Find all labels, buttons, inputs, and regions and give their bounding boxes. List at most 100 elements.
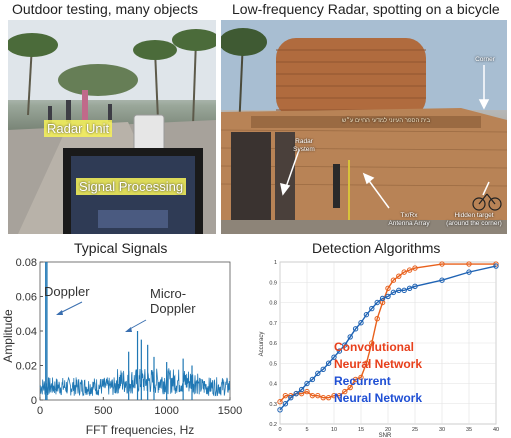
accuracy-point-1 — [347, 334, 353, 340]
accuracy-point-1 — [379, 295, 386, 302]
bicycle — [472, 193, 502, 211]
round-building — [276, 38, 426, 118]
accuracy-point-1 — [412, 283, 418, 289]
accuracy-point-0 — [401, 269, 407, 275]
signals-x-tick-label: 1500 — [218, 405, 242, 417]
accuracy-x-tick-label: 25 — [412, 427, 418, 433]
accuracy-point-0 — [374, 316, 380, 322]
typical-signals-chart: 0 0.02 0.04 0.06 0.08 0 500 1000 1500 Doppler Mi… — [1, 257, 242, 437]
accuracy-x-tick-label: 20 — [385, 427, 391, 433]
accuracy-x-tick-label: 40 — [493, 427, 499, 433]
accuracy-point-1 — [369, 305, 375, 312]
accuracy-point-0 — [320, 394, 326, 401]
signals-y-tick-label: 0.02 — [16, 361, 37, 373]
annotation-arrows — [280, 65, 490, 209]
accuracy-point-0 — [390, 277, 397, 283]
accuracy-point-1 — [304, 380, 310, 387]
accuracy-point-1 — [374, 299, 380, 306]
doppler-annotation: Doppler — [44, 284, 90, 299]
accuracy-point-0 — [385, 285, 391, 292]
signals-y-tick-label: 0 — [31, 395, 37, 407]
accuracy-y-tick-label: 0.8 — [269, 301, 277, 307]
hidden-target-label: Hidden target (around the corner) — [446, 212, 502, 227]
accuracy-point-0 — [336, 392, 343, 399]
accuracy-legend-entry-1: Neural Network — [334, 391, 422, 405]
accuracy-x-tick-label: 15 — [358, 427, 364, 433]
accuracy-point-1 — [493, 263, 499, 269]
accuracy-point-1 — [309, 376, 316, 383]
signal-spectrum-line — [39, 368, 231, 397]
accuracy-point-0 — [396, 273, 402, 279]
accuracy-y-tick-label: 0.2 — [269, 422, 277, 428]
building-sign-text: בית הספר העיוני למדעי החיים ע״ש — [341, 118, 431, 124]
accuracy-legend-entry-0: Convolutional — [334, 340, 414, 354]
accuracy-point-1 — [325, 360, 332, 366]
signals-y-axis-label: Amplitude — [1, 309, 15, 363]
accuracy-x-tick-label: 30 — [439, 427, 445, 433]
accuracy-point-0 — [466, 261, 472, 267]
accuracy-y-tick-label: 0.5 — [269, 361, 277, 367]
accuracy-point-1 — [466, 269, 472, 275]
accuracy-point-0 — [277, 399, 283, 405]
radar-unit-label: Radar Unit — [44, 120, 113, 137]
accuracy-x-tick-label: 5 — [305, 427, 308, 433]
accuracy-point-0 — [342, 388, 348, 395]
accuracy-y-tick-label: 0.6 — [269, 341, 277, 347]
accuracy-point-0 — [363, 360, 370, 366]
accuracy-point-0 — [282, 392, 289, 399]
accuracy-point-0 — [331, 392, 337, 399]
accuracy-point-1 — [336, 348, 343, 354]
signals-x-axis-label: FFT frequencies, Hz — [86, 423, 194, 437]
accuracy-point-1 — [439, 277, 445, 283]
accuracy-x-tick-label: 10 — [331, 427, 337, 433]
accuracy-point-1 — [298, 386, 305, 393]
accuracy-y-tick-label: 0.9 — [269, 280, 277, 286]
accuracy-y-tick-label: 1 — [274, 260, 277, 266]
signals-x-tick-label: 1000 — [154, 405, 178, 417]
accuracy-y-tick-label: 0.3 — [269, 402, 277, 408]
accuracy-legend-entry-1: Recurrent — [334, 374, 391, 388]
entrance-door — [231, 132, 271, 222]
radar-building-photo: בית הספר העיוני למדעי החיים ע״ש Corner R… — [221, 20, 507, 234]
title-typical-signals: Typical Signals — [74, 240, 168, 256]
accuracy-point-1 — [288, 394, 294, 401]
accuracy-y-tick-label: 0.7 — [269, 321, 277, 327]
accuracy-point-1 — [352, 326, 359, 332]
accuracy-point-1 — [320, 366, 326, 373]
accuracy-point-1 — [358, 320, 364, 326]
title-detection-algorithms: Detection Algorithms — [312, 240, 441, 256]
micro-doppler-annotation-line: Doppler — [150, 301, 196, 316]
accuracy-point-1 — [331, 354, 337, 360]
accuracy-x-axis-label: SNR — [379, 433, 392, 438]
building-scene-illustration — [221, 20, 507, 234]
accuracy-point-1 — [342, 342, 348, 348]
accuracy-point-0 — [347, 384, 353, 391]
signals-y-tick-label: 0.06 — [16, 292, 37, 304]
accuracy-point-0 — [406, 267, 413, 273]
outdoor-testing-photo: Radar Unit Signal Processing — [8, 20, 216, 234]
accuracy-point-0 — [325, 394, 332, 401]
radar-system-label: Radar System — [293, 138, 315, 153]
accuracy-point-0 — [315, 392, 321, 399]
doppler-arrowhead — [56, 310, 63, 315]
accuracy-point-1 — [315, 370, 321, 377]
accuracy-point-1 — [293, 390, 299, 397]
signal-processing-label: Signal Processing — [76, 178, 187, 195]
title-low-frequency-radar: Low-frequency Radar, spotting on a bicyc… — [232, 1, 500, 17]
detection-algorithms-chart: 0.20.30.40.50.60.70.80.910 5 10 15 20 25 30 35 4… — [259, 260, 499, 438]
accuracy-point-1 — [396, 287, 402, 294]
pedestrians — [48, 90, 112, 124]
accuracy-point-1 — [385, 293, 391, 300]
accuracy-point-1 — [390, 289, 397, 296]
signals-x-tick-label: 0 — [37, 405, 43, 417]
accuracy-point-0 — [369, 340, 375, 346]
accuracy-x-tick-label: 35 — [466, 427, 472, 433]
person — [333, 164, 340, 208]
corner-label: Corner — [475, 56, 495, 63]
accuracy-point-0 — [309, 392, 316, 399]
accuracy-point-1 — [363, 311, 370, 318]
antenna-array-label: Tx/Rx Antenna Array — [388, 212, 430, 227]
accuracy-y-axis-label: Accuracy — [259, 332, 265, 357]
accuracy-point-1 — [406, 285, 413, 292]
micro-doppler-annotation: Micro-Doppler — [150, 286, 196, 316]
